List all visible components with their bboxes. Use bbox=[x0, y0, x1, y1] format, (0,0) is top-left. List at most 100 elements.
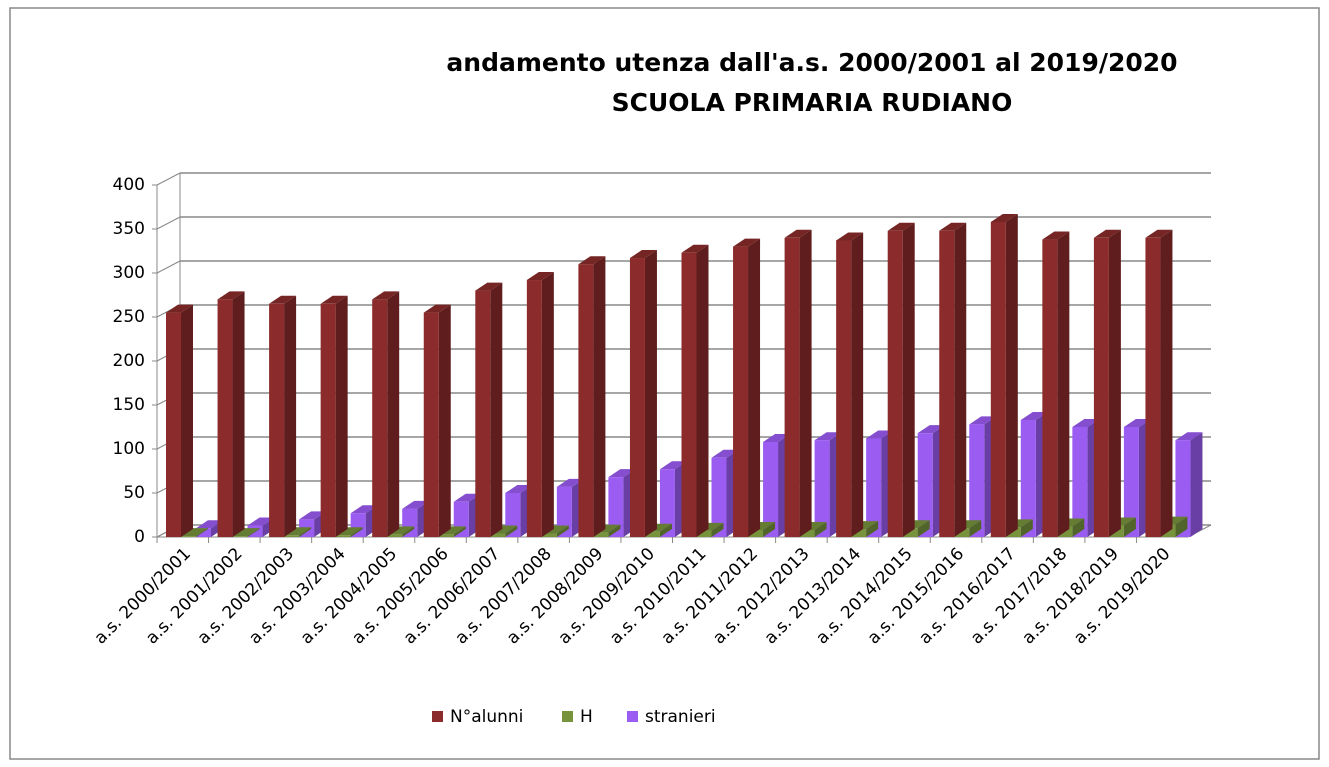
y-tick-label: 150 bbox=[113, 395, 145, 415]
bar bbox=[1145, 237, 1161, 538]
bar-side bbox=[1072, 518, 1085, 537]
bar-top bbox=[556, 478, 584, 487]
bar-side bbox=[335, 295, 348, 537]
bar-side bbox=[505, 525, 518, 537]
bar bbox=[696, 530, 712, 537]
bar bbox=[578, 256, 606, 537]
bar bbox=[939, 222, 967, 537]
bar-side bbox=[851, 232, 864, 537]
bar bbox=[593, 532, 609, 537]
bar bbox=[1093, 237, 1109, 538]
bar-top bbox=[681, 244, 709, 253]
bar bbox=[490, 533, 506, 537]
bar bbox=[990, 221, 1006, 537]
bar bbox=[969, 424, 985, 537]
bar-top bbox=[1123, 419, 1151, 427]
bar-side bbox=[247, 528, 260, 537]
bar-top bbox=[181, 528, 208, 537]
bar-top bbox=[1042, 231, 1070, 240]
bar-side bbox=[711, 522, 724, 537]
bar-side bbox=[917, 520, 930, 537]
legend-swatch bbox=[627, 711, 638, 722]
bar bbox=[1145, 229, 1173, 538]
bar-side bbox=[232, 291, 245, 537]
bar-top bbox=[269, 295, 297, 304]
bar bbox=[608, 477, 624, 537]
bar-top bbox=[733, 238, 761, 247]
bar bbox=[1072, 427, 1088, 537]
bar bbox=[438, 534, 454, 537]
bar-side bbox=[1057, 231, 1070, 537]
bar-top bbox=[711, 449, 739, 458]
legend-label: stranieri bbox=[645, 707, 716, 727]
bar bbox=[232, 536, 248, 537]
bar-top bbox=[453, 493, 481, 502]
bar-side bbox=[350, 527, 363, 537]
bar bbox=[629, 250, 657, 538]
bar-side bbox=[659, 523, 672, 537]
bar-side bbox=[608, 524, 621, 537]
bar-top bbox=[350, 505, 378, 514]
bar-side bbox=[1190, 432, 1203, 537]
bar-top bbox=[505, 485, 533, 493]
bar bbox=[526, 280, 542, 537]
bar bbox=[181, 528, 208, 537]
grid-line bbox=[156, 260, 181, 274]
bar-side bbox=[954, 222, 967, 537]
chart-subtitle: SCUOLA PRIMARIA RUDIANO bbox=[612, 88, 1013, 117]
bar-top bbox=[1020, 411, 1048, 420]
legend-label: N°alunni bbox=[450, 707, 523, 727]
bar-top bbox=[629, 250, 657, 259]
bar-side bbox=[1175, 516, 1188, 537]
bar-side bbox=[1160, 229, 1173, 538]
bar-top bbox=[475, 282, 503, 291]
bar bbox=[917, 433, 933, 537]
bar bbox=[232, 528, 260, 537]
bar bbox=[166, 304, 193, 537]
bar-side bbox=[748, 238, 761, 537]
bar bbox=[866, 438, 882, 537]
bar bbox=[372, 291, 400, 537]
bar-top bbox=[423, 304, 451, 313]
bar-top bbox=[335, 527, 363, 536]
bar bbox=[1175, 432, 1203, 537]
bar bbox=[578, 264, 594, 537]
bar-top bbox=[608, 469, 636, 478]
bar bbox=[711, 457, 727, 537]
y-tick-label: 200 bbox=[113, 351, 145, 371]
bar bbox=[166, 312, 181, 537]
grid-line bbox=[156, 172, 181, 186]
bar bbox=[954, 528, 970, 537]
bar bbox=[284, 535, 300, 537]
bar-side bbox=[438, 304, 451, 537]
y-tick-label: 50 bbox=[123, 483, 145, 503]
bar-top bbox=[284, 527, 312, 536]
y-tick-label: 0 bbox=[134, 527, 145, 547]
bar-side bbox=[902, 222, 915, 537]
bar-side bbox=[799, 229, 812, 538]
bar-side bbox=[402, 526, 415, 537]
bar-side bbox=[593, 256, 606, 537]
bar bbox=[1005, 527, 1021, 537]
y-tick-label: 350 bbox=[113, 219, 145, 239]
bar-top bbox=[917, 425, 945, 434]
bar-side bbox=[1005, 213, 1018, 537]
bar bbox=[217, 291, 245, 537]
bar bbox=[836, 232, 864, 537]
bar bbox=[644, 531, 660, 537]
bar-top bbox=[990, 213, 1018, 222]
bar-top bbox=[814, 432, 842, 441]
bar-side bbox=[763, 521, 776, 537]
y-tick-label: 100 bbox=[113, 439, 145, 459]
bar-side bbox=[969, 520, 982, 537]
bar-top bbox=[763, 433, 791, 442]
bar-side bbox=[541, 272, 554, 537]
bar bbox=[1175, 440, 1191, 537]
legend-swatch bbox=[432, 711, 443, 722]
legend-swatch bbox=[562, 711, 573, 722]
legend-label: H bbox=[580, 707, 593, 727]
bar bbox=[990, 213, 1018, 537]
bar-top bbox=[939, 222, 967, 231]
bar-top bbox=[784, 229, 812, 238]
